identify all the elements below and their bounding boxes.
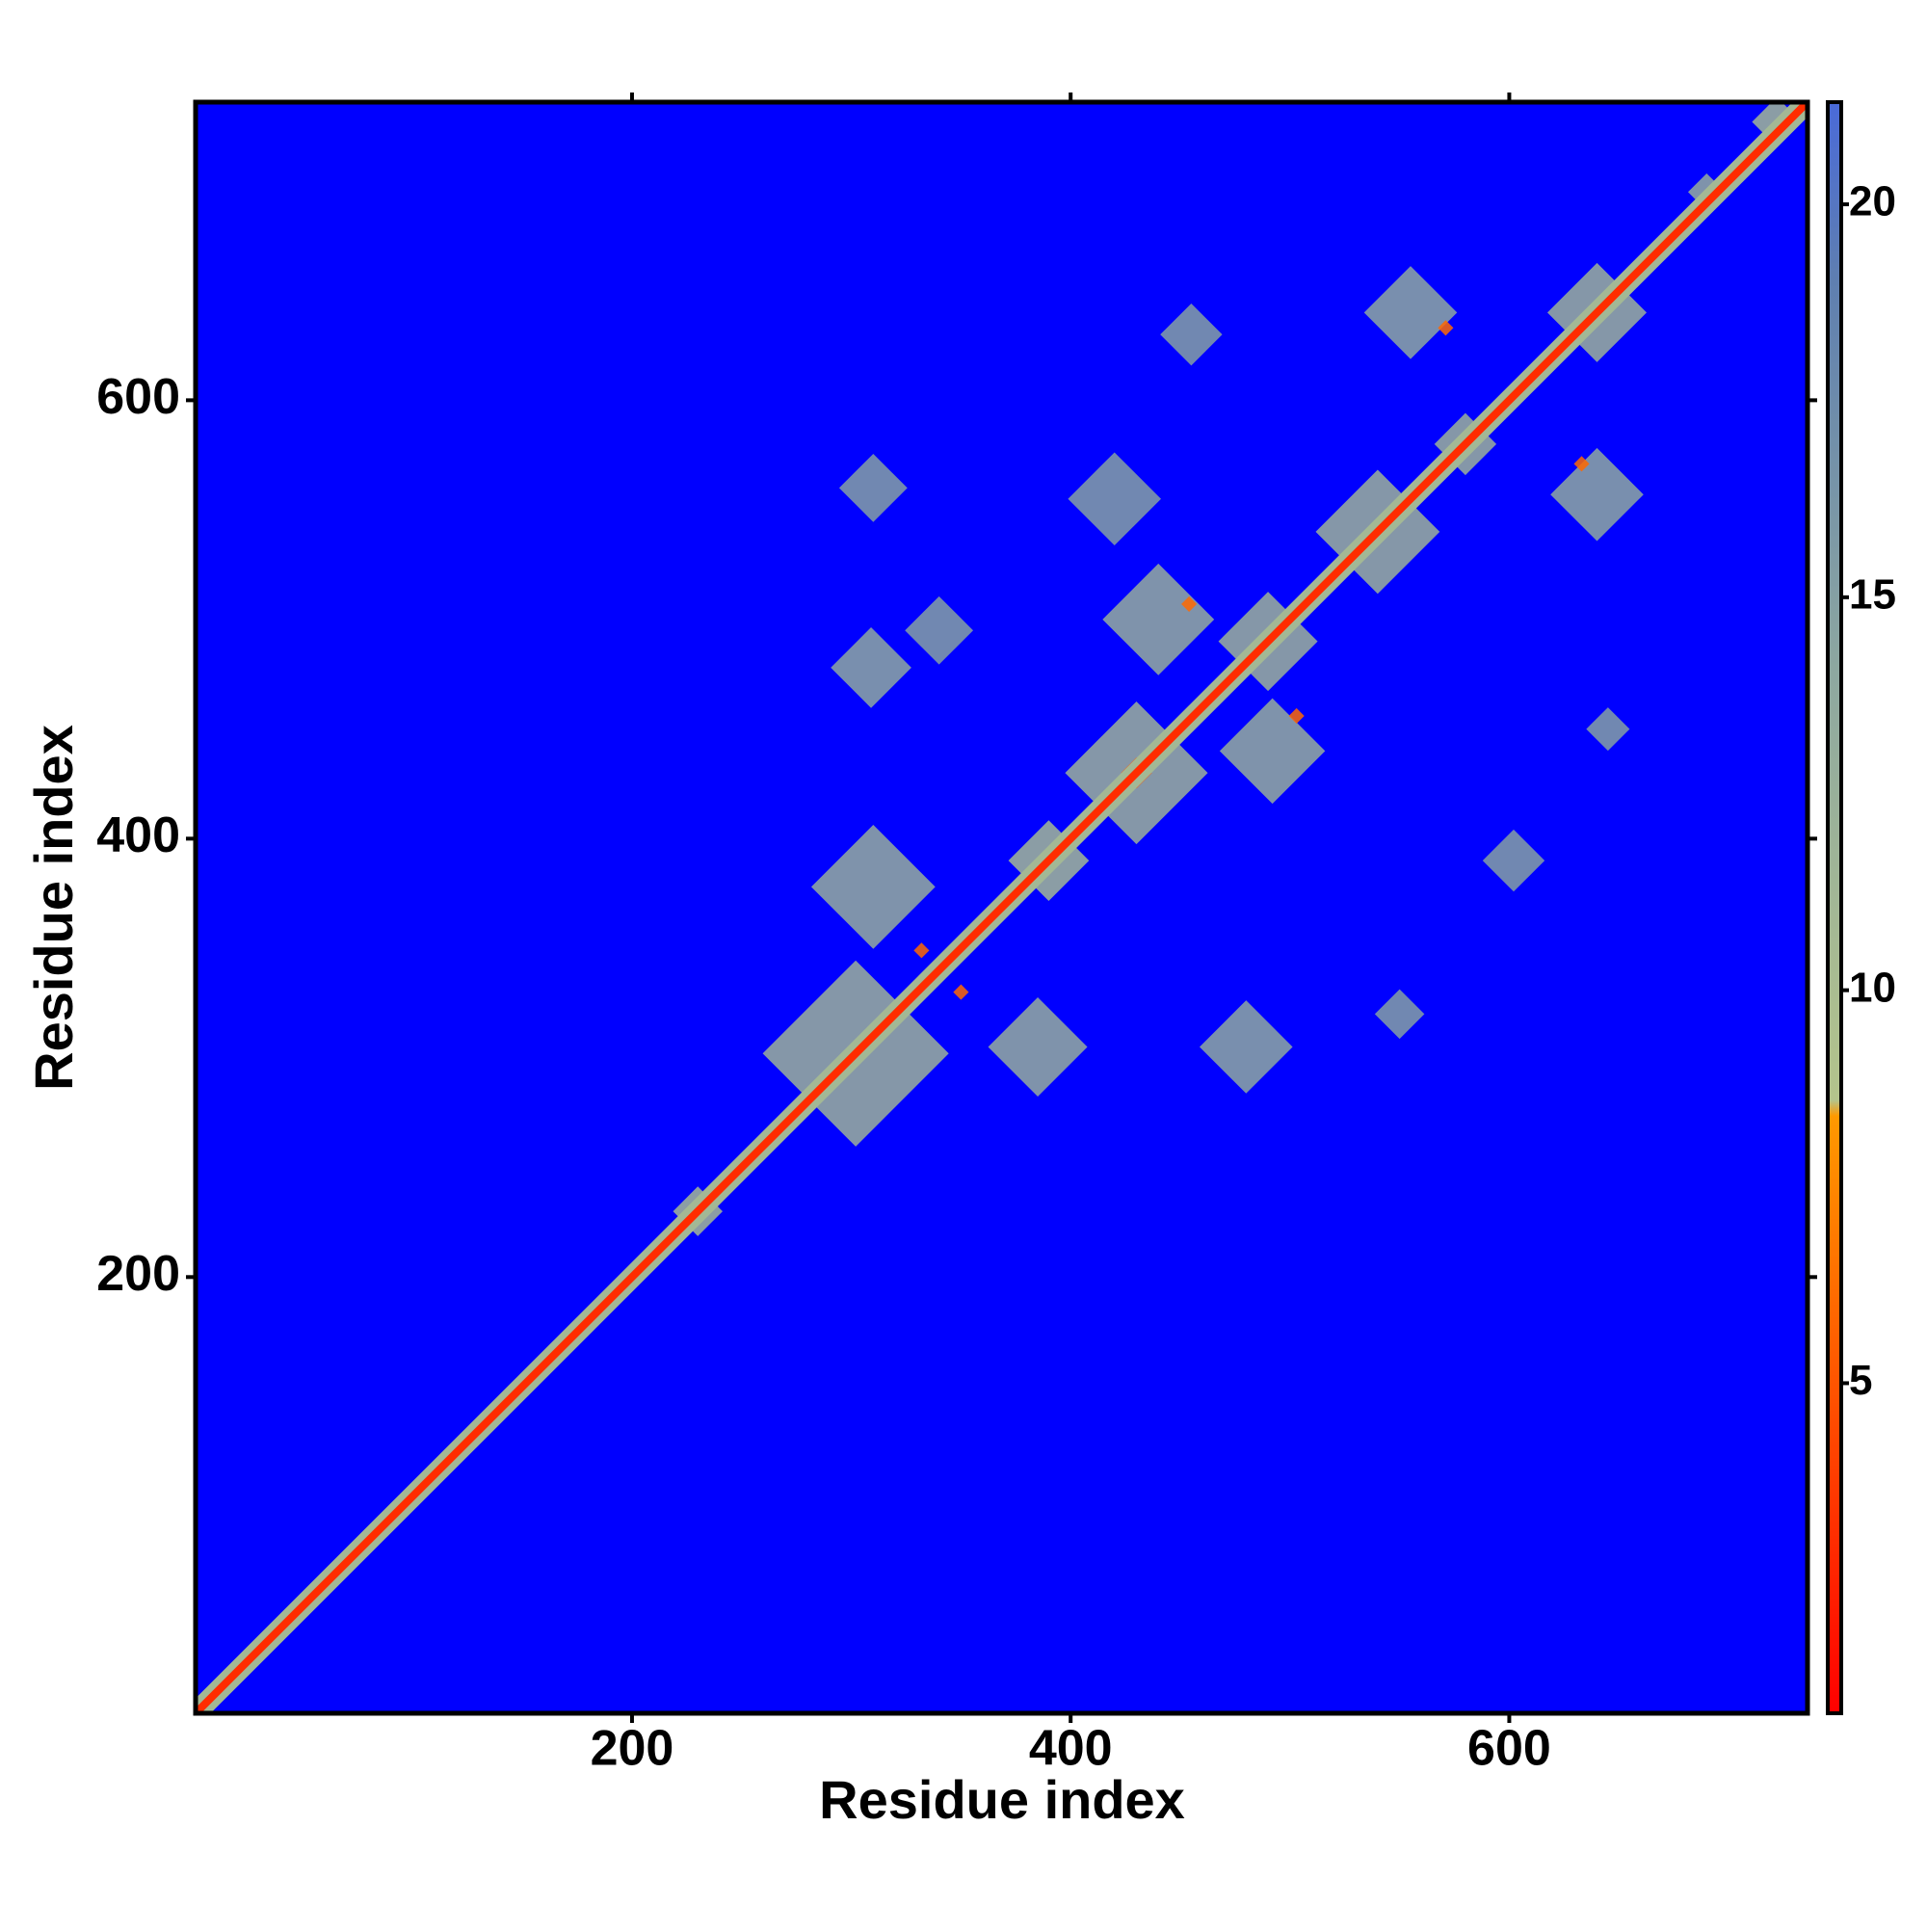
colorbar-tick-label: 20 xyxy=(1849,178,1896,225)
colorbar-tick-label: 5 xyxy=(1849,1357,1872,1404)
x-tick-label: 200 xyxy=(591,1721,674,1777)
contact-cell xyxy=(1482,829,1545,892)
colorbar xyxy=(1826,100,1843,1715)
plot-frame xyxy=(193,99,1810,1716)
contact-cell xyxy=(1181,595,1198,612)
contact-cell xyxy=(988,996,1088,1097)
y-tick-label: 600 xyxy=(96,369,180,425)
x-axis-title: Residue index xyxy=(819,1769,1185,1830)
x-tick-label: 600 xyxy=(1467,1721,1551,1777)
colorbar-tick-label: 15 xyxy=(1849,570,1896,618)
x-tick-label: 400 xyxy=(1029,1721,1113,1777)
contact-cell xyxy=(831,627,911,708)
contact-cell xyxy=(1200,1000,1293,1094)
contact-cell xyxy=(1374,989,1425,1040)
y-tick-label: 200 xyxy=(96,1246,180,1302)
contact-cell xyxy=(838,453,908,522)
heatmap-layer xyxy=(196,102,1808,1713)
y-axis-title: Residue index xyxy=(23,725,84,1091)
diagonal-band xyxy=(196,102,1808,1713)
contact-cell xyxy=(1102,563,1215,675)
y-tick-label: 400 xyxy=(96,807,180,863)
colorbar-tick-label: 10 xyxy=(1849,964,1896,1011)
contact-cell xyxy=(810,825,936,949)
contact-cell xyxy=(1288,707,1305,724)
contact-cell xyxy=(1550,447,1644,542)
contact-cell xyxy=(913,942,930,959)
contact-cell xyxy=(1219,698,1326,805)
contact-cell xyxy=(1438,320,1454,336)
